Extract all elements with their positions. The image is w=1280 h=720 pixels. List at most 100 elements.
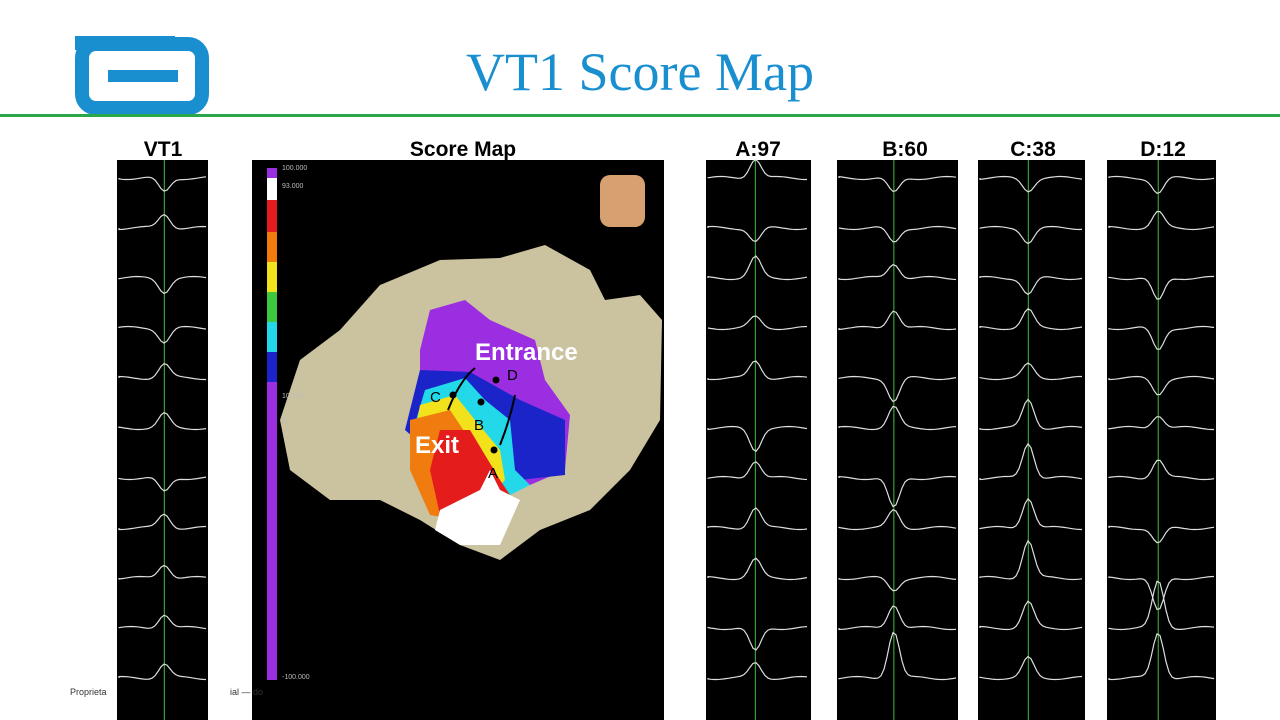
score-map <box>252 160 664 720</box>
ecg-trace <box>838 475 957 508</box>
ecg-trace <box>979 539 1083 581</box>
panel-label: B:60 <box>882 138 928 161</box>
ecg-trace <box>707 557 808 581</box>
ecg-trace <box>838 310 957 331</box>
site-label: D <box>507 367 518 384</box>
colorbar-band <box>267 178 277 200</box>
ecg-trace <box>707 461 808 481</box>
ecg-trace <box>118 663 207 681</box>
ecg-trace <box>838 605 957 631</box>
ecg-trace <box>118 325 207 344</box>
trace-panel <box>837 160 958 720</box>
ecg-trace <box>707 225 808 242</box>
ecg-trace <box>1108 275 1214 300</box>
colorbar-band <box>267 352 277 382</box>
site-dot <box>492 376 500 384</box>
panel-label: C:38 <box>1010 138 1056 161</box>
trace-panel <box>117 160 208 720</box>
colorbar-band <box>267 200 277 232</box>
ecg-trace <box>979 442 1083 481</box>
ecg-trace <box>979 308 1083 331</box>
ecg-trace <box>979 655 1083 681</box>
logo-bar <box>75 36 175 50</box>
ecg-trace <box>118 176 207 192</box>
orientation-icon <box>600 175 645 227</box>
ecg-trace <box>838 405 957 431</box>
colorbar <box>267 168 277 680</box>
ecg-trace <box>838 508 957 531</box>
panels <box>117 158 1216 720</box>
ecg-trace <box>1108 325 1215 350</box>
colorbar-band <box>267 262 277 292</box>
ecg-trace <box>979 362 1082 381</box>
footer-text: Proprieta <box>70 687 107 697</box>
trace-panel <box>1107 160 1216 720</box>
ecg-trace <box>118 476 207 492</box>
region-label: Entrance <box>475 339 578 366</box>
ecg-trace <box>118 564 207 580</box>
scale-label: 93.000 <box>282 183 304 190</box>
site-dot <box>490 446 498 454</box>
footer-text: ial — do <box>230 687 263 697</box>
site-label: A <box>488 465 498 482</box>
ecg-trace <box>838 225 957 243</box>
ecg-trace <box>118 411 207 431</box>
ecg-trace <box>979 275 1083 296</box>
ecg-trace <box>838 264 957 281</box>
ecg-trace <box>979 225 1083 245</box>
ecg-trace <box>838 375 957 403</box>
overlay: 100.000 93.000 10.762 0 -100.000 Entrance Exit… <box>267 165 578 681</box>
ecg-trace <box>118 363 206 381</box>
ecg-trace <box>979 497 1083 531</box>
site-dot <box>477 398 485 406</box>
panel-label: A:97 <box>735 138 781 161</box>
ecg-trace <box>1108 416 1214 431</box>
scale-label: 100.000 <box>282 165 307 172</box>
colorbar-band <box>267 322 277 352</box>
trace-panel <box>706 160 811 720</box>
ecg-trace <box>707 255 808 281</box>
site-dot <box>449 391 457 399</box>
ecg-trace <box>707 425 808 453</box>
panel-label: Score Map <box>410 138 516 161</box>
ecg-trace <box>1108 633 1215 681</box>
scale-label: 10.762 <box>282 393 304 400</box>
scale-label: -100.000 <box>282 674 310 681</box>
slide-title: VT1 Score Map <box>466 42 814 102</box>
ecg-trace <box>979 600 1083 631</box>
region-label: Exit <box>415 432 459 459</box>
ecg-trace <box>1108 210 1215 231</box>
ecg-trace <box>1108 375 1215 396</box>
ecg-trace <box>1108 459 1215 481</box>
ecg-trace <box>1108 575 1215 611</box>
ecg-trace <box>838 175 957 193</box>
ecg-trace <box>707 662 808 681</box>
ecg-trace <box>118 275 207 295</box>
panel-label: VT1 <box>144 138 183 161</box>
ecg-trace <box>838 631 957 681</box>
region-white <box>435 470 520 545</box>
panel-label: D:12 <box>1140 138 1186 161</box>
ecg-trace <box>118 614 207 630</box>
ecg-trace <box>707 507 808 531</box>
ecg-trace <box>1108 175 1215 194</box>
site-label: C <box>430 389 441 406</box>
line-marker <box>447 367 516 446</box>
logo-bar <box>108 70 178 82</box>
ecg-trace <box>707 315 808 331</box>
trace-panel <box>978 160 1085 720</box>
ecg-trace <box>1108 580 1215 631</box>
ecg-trace <box>979 398 1083 431</box>
divider <box>0 114 1280 117</box>
ecg-trace <box>118 213 207 231</box>
ecg-trace <box>838 575 957 592</box>
scale-label: 0 <box>282 419 286 426</box>
colorbar-band <box>267 292 277 322</box>
ecg-trace <box>707 158 807 181</box>
colorbar-band <box>267 232 277 262</box>
ecg-trace <box>707 626 808 651</box>
ecg-trace <box>707 360 808 381</box>
site-label: B <box>474 417 484 434</box>
